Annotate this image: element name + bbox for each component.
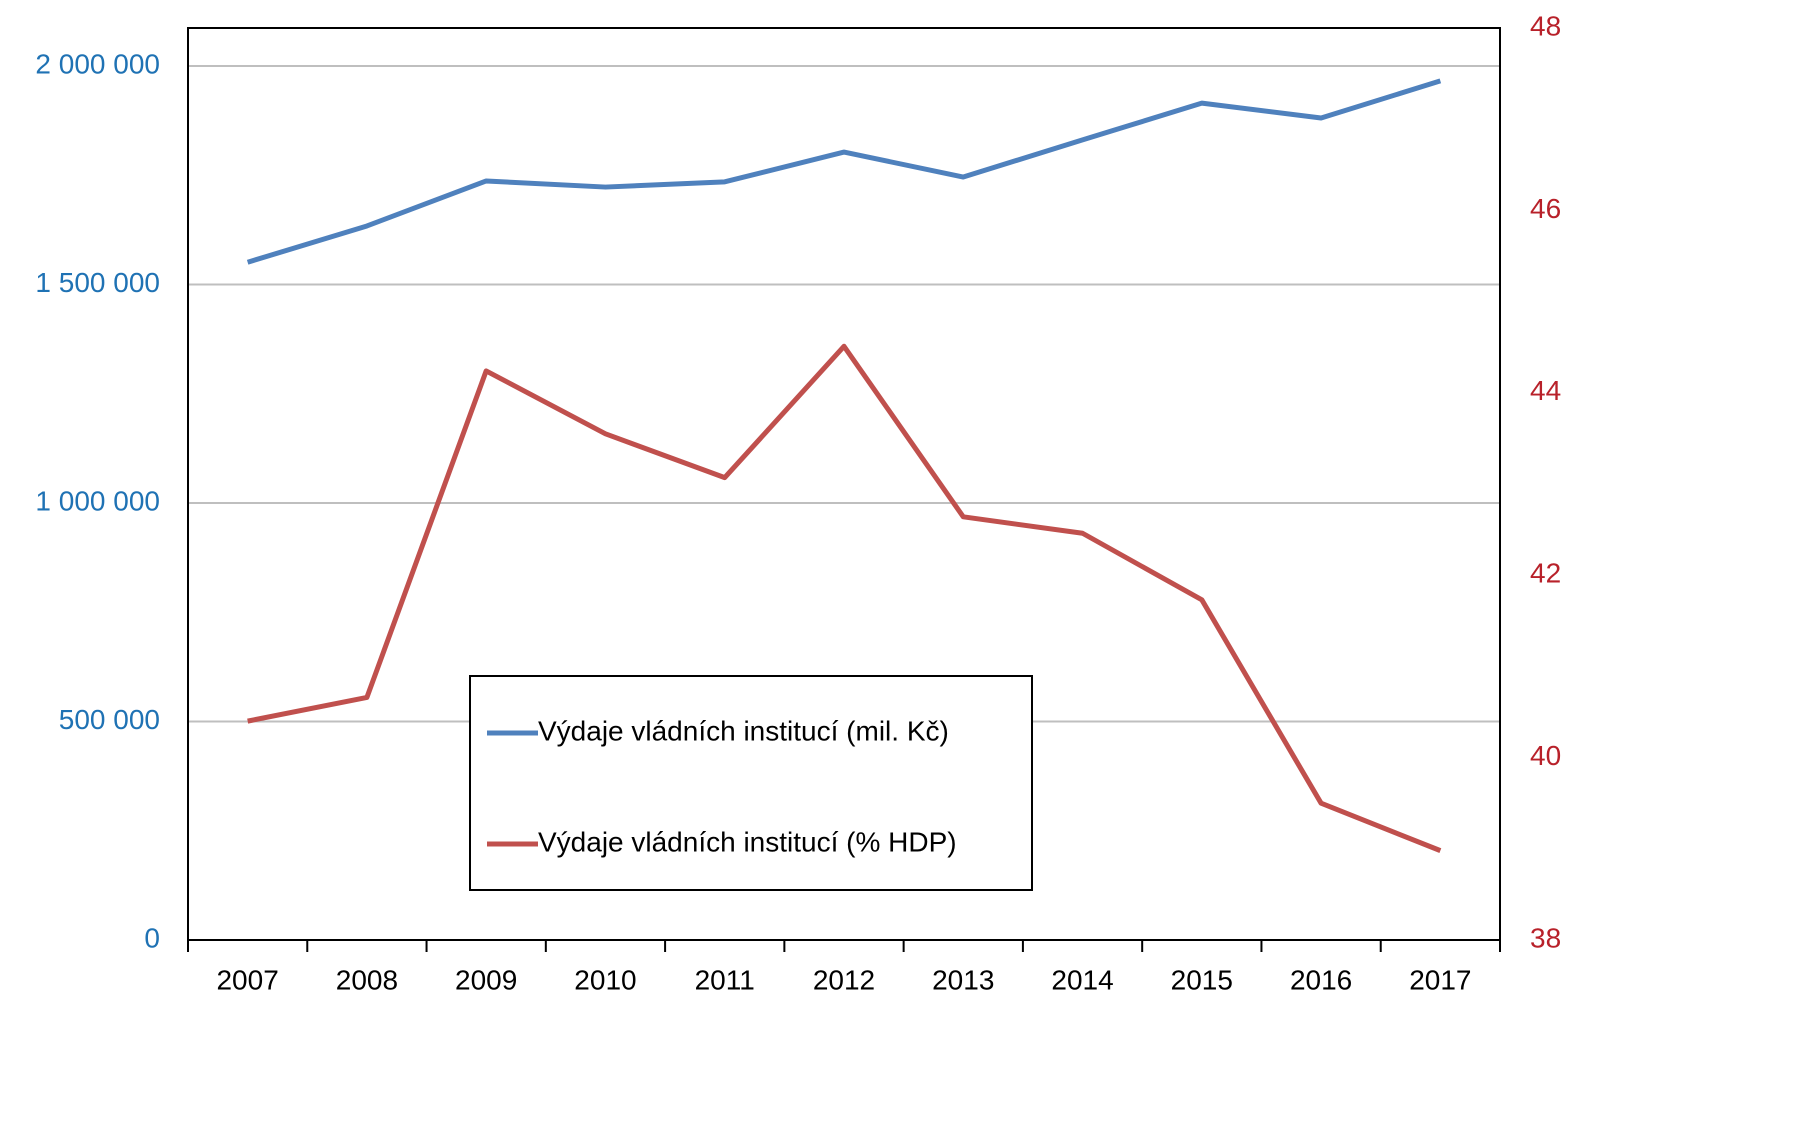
x-tick-label: 2014	[1051, 964, 1113, 995]
x-tick-label: 2011	[695, 964, 755, 995]
x-tick-label: 2012	[813, 964, 875, 995]
y-tick-label: 0	[144, 922, 160, 953]
x-tick-label: 2015	[1171, 964, 1233, 995]
plot-border	[187, 27, 1501, 941]
y2-tick-label: 44	[1530, 375, 1561, 406]
y2-tick-label: 40	[1530, 740, 1561, 771]
y-tick-label: 1 000 000	[35, 485, 160, 516]
x-tick-label: 2016	[1290, 964, 1352, 995]
y2-tick-label: 42	[1530, 558, 1561, 589]
y-tick-label: 2 000 000	[35, 48, 160, 79]
x-tick-label: 2009	[455, 964, 517, 995]
y2-tick-label: 46	[1530, 193, 1561, 224]
legend-label: Výdaje vládních institucí (% HDP)	[538, 826, 957, 857]
legend-label: Výdaje vládních institucí (mil. Kč)	[538, 715, 949, 746]
y-tick-label: 1 500 000	[35, 267, 160, 298]
y-tick-label: 500 000	[59, 704, 160, 735]
y2-tick-label: 48	[1530, 10, 1561, 41]
x-tick-label: 2010	[574, 964, 636, 995]
x-tick-label: 2017	[1409, 964, 1471, 995]
legend-box	[469, 675, 1033, 891]
y2-tick-label: 38	[1530, 922, 1561, 953]
x-tick-label: 2007	[216, 964, 278, 995]
series-line	[246, 78, 1442, 265]
x-tick-label: 2008	[336, 964, 398, 995]
series-line	[247, 343, 1442, 853]
x-tick-label: 2013	[932, 964, 994, 995]
